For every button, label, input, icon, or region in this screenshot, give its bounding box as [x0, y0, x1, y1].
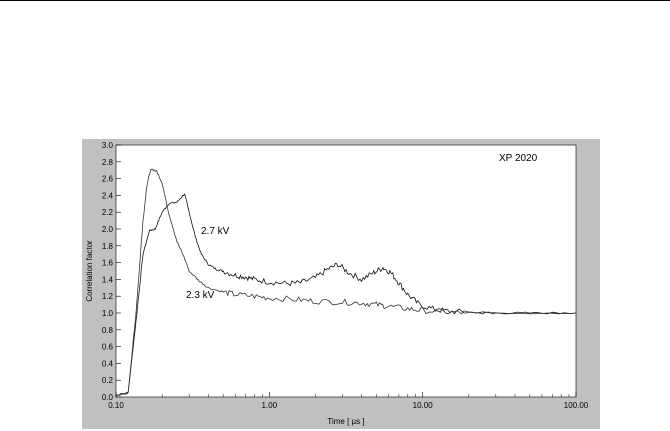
y-tick-label: 0.2 — [102, 376, 114, 385]
y-tick-label: 1.2 — [102, 292, 114, 301]
x-tick-label: 1.00 — [262, 401, 278, 410]
x-tick-label: 100.00 — [564, 401, 589, 410]
y-tick-label: 1.0 — [102, 309, 114, 318]
y-tick-label: 2.4 — [102, 191, 114, 200]
y-tick-label: 1.8 — [102, 242, 114, 251]
y-tick-label: 2.6 — [102, 175, 114, 184]
x-tick-label: 10.00 — [413, 401, 434, 410]
y-axis-title: Correlation factor — [85, 240, 94, 302]
y-tick-label: 2.8 — [102, 158, 114, 167]
x-axis-title: Time [ µs ] — [327, 417, 364, 426]
y-tick-label: 1.4 — [102, 275, 114, 284]
series-label-23kv: 2.3 kV — [186, 290, 215, 301]
series-label-27kv: 2.7 kV — [201, 226, 230, 237]
y-tick-label: 0.6 — [102, 343, 114, 352]
chart-annotation-model: XP 2020 — [499, 153, 538, 164]
y-tick-label: 3.0 — [102, 141, 114, 150]
plot-area — [115, 144, 577, 398]
series-line-23kv — [115, 168, 577, 397]
top-rule — [0, 0, 670, 1]
chart-figure: 0.0 0.2 0.4 0.6 0.8 1.0 1.2 1.4 1.6 1.8 2.0 2.2 2.4 2… — [82, 139, 600, 429]
series-line-27kv — [115, 193, 577, 396]
y-tick-label: 0.4 — [102, 359, 114, 368]
y-tick-label: 0.0 — [102, 393, 114, 402]
chart-svg: 0.0 0.2 0.4 0.6 0.8 1.0 1.2 1.4 1.6 1.8 2.0 2.2 2.4 2… — [85, 141, 589, 426]
y-tick-label: 0.8 — [102, 326, 114, 335]
y-tick-label: 2.0 — [102, 225, 114, 234]
y-tick-label: 1.6 — [102, 259, 114, 268]
x-tick-label: 0.10 — [108, 401, 124, 410]
y-tick-label: 2.2 — [102, 208, 114, 217]
